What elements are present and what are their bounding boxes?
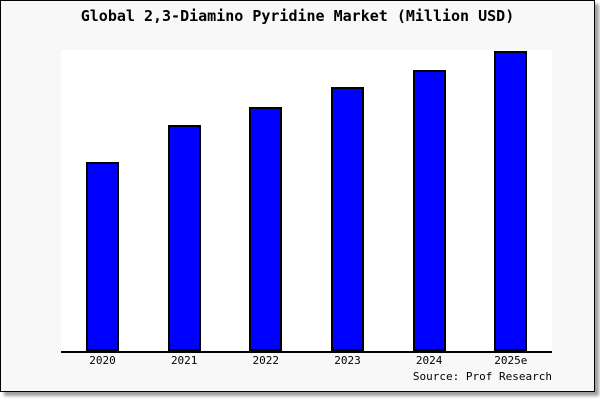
chart-card: Global 2,3-Diamino Pyridine Market (Mill…	[0, 0, 595, 392]
bar-2024	[412, 70, 446, 351]
x-tick-label-2021: 2021	[170, 354, 198, 367]
bar-2022	[249, 107, 283, 351]
chart-title: Global 2,3-Diamino Pyridine Market (Mill…	[80, 7, 515, 25]
bar-series	[61, 50, 552, 351]
bar-2023	[331, 87, 364, 351]
x-axis-labels: 2020 2021 2022 2023 2024 2025e	[61, 355, 552, 369]
x-tick-label-2024: 2024	[415, 354, 443, 367]
x-tick-label-2023: 2023	[334, 354, 361, 367]
source-label: Source: Prof Research	[412, 370, 552, 383]
bar-2020	[86, 162, 119, 351]
x-tick-label-2025e: 2025e	[494, 354, 528, 367]
plot-area	[61, 50, 552, 353]
x-tick-label-2022: 2022	[252, 354, 280, 367]
bar-2025e	[494, 51, 528, 351]
bar-2021	[167, 125, 201, 351]
x-tick-label-2020: 2020	[89, 354, 116, 367]
